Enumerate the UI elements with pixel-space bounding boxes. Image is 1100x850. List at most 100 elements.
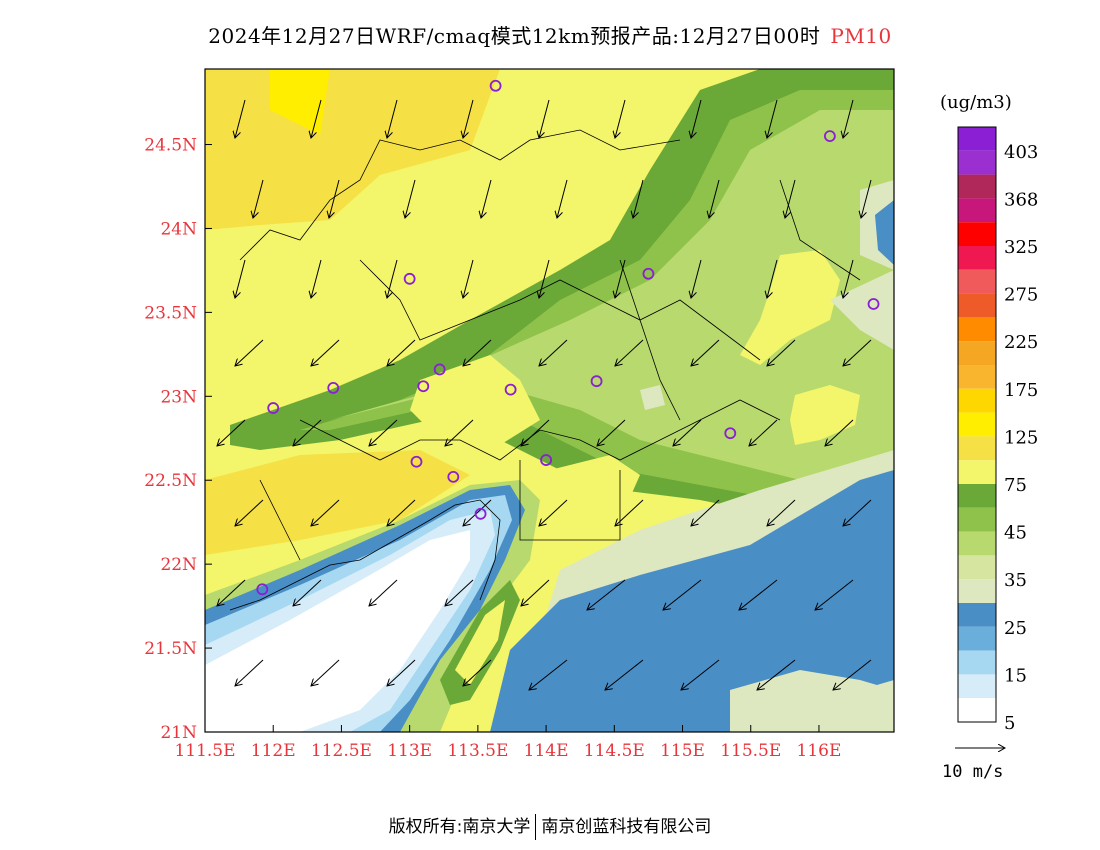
legend-label: 45 bbox=[1004, 523, 1027, 544]
station-marker bbox=[823, 130, 836, 143]
legend-swatch bbox=[958, 317, 996, 342]
footer-credit: 版权所有:南京大学 南京创蓝科技有限公司 bbox=[0, 812, 1100, 840]
y-axis: 21N 21.5N 22N 22.5N 23N 23.5N 24N 24.5N bbox=[144, 136, 212, 743]
wind-arrow bbox=[463, 659, 492, 686]
wind-arrow bbox=[387, 499, 416, 526]
legend-unit: (ug/m3) bbox=[940, 92, 1012, 113]
wind-arrow bbox=[767, 259, 778, 298]
legend-swatch bbox=[958, 150, 996, 175]
wind-arrow bbox=[235, 499, 264, 526]
station-marker bbox=[417, 380, 430, 393]
station-marker bbox=[327, 382, 340, 394]
wind-arrow bbox=[217, 579, 246, 606]
x-tick-label: 115.5E bbox=[720, 741, 781, 761]
legend-label: 225 bbox=[1004, 332, 1038, 353]
map-frame bbox=[204, 68, 895, 733]
wind-arrow bbox=[691, 259, 702, 298]
legend-label: 125 bbox=[1004, 427, 1038, 448]
station-markers bbox=[256, 79, 880, 596]
legend-swatch bbox=[958, 579, 996, 603]
wind-arrow bbox=[833, 659, 872, 690]
legend-swatch bbox=[958, 436, 996, 461]
reference-wind-label: 10 m/s bbox=[942, 762, 1004, 782]
legend-swatch bbox=[958, 674, 996, 699]
legend-swatch bbox=[958, 365, 996, 389]
station-marker bbox=[447, 470, 460, 483]
x-tick-label: 113.5E bbox=[447, 741, 508, 761]
legend-label: 275 bbox=[1004, 285, 1038, 306]
wind-arrow bbox=[293, 579, 322, 606]
wind-arrow bbox=[843, 499, 872, 526]
legend-swatch bbox=[958, 174, 996, 199]
station-marker bbox=[724, 427, 737, 440]
y-tick-label: 21.5N bbox=[144, 639, 197, 659]
wind-arrow bbox=[481, 179, 492, 218]
wind-arrow bbox=[539, 499, 568, 526]
wind-arrow bbox=[597, 419, 626, 446]
legend-label: 175 bbox=[1004, 380, 1038, 401]
wind-arrow bbox=[633, 179, 644, 218]
x-tick-label: 112.5E bbox=[311, 741, 372, 761]
wind-arrow bbox=[253, 179, 264, 218]
wind-arrow bbox=[767, 339, 796, 366]
wind-arrow bbox=[615, 99, 626, 138]
station-marker bbox=[403, 272, 416, 285]
wind-arrow bbox=[311, 99, 322, 138]
station-marker bbox=[540, 454, 552, 466]
wind-arrow bbox=[217, 419, 246, 446]
legend-swatch bbox=[958, 650, 996, 675]
wind-arrow bbox=[843, 99, 854, 138]
wind-arrow bbox=[615, 259, 626, 298]
wind-arrow bbox=[311, 259, 322, 298]
legend-label: 25 bbox=[1004, 618, 1027, 639]
legend-label: 75 bbox=[1004, 475, 1027, 496]
wind-arrow bbox=[521, 419, 550, 446]
legend-label: 325 bbox=[1004, 237, 1038, 258]
wind-arrow bbox=[463, 99, 474, 138]
wind-arrow bbox=[749, 419, 778, 446]
wind-arrow bbox=[235, 339, 264, 366]
wind-arrow bbox=[445, 419, 474, 446]
x-tick-label: 114.5E bbox=[584, 741, 645, 761]
wind-arrow bbox=[463, 499, 492, 526]
legend-swatch bbox=[958, 603, 996, 627]
legend-swatch bbox=[958, 388, 996, 413]
station-marker bbox=[489, 79, 502, 92]
wind-arrow bbox=[387, 99, 398, 138]
wind-arrow bbox=[691, 339, 720, 366]
wind-arrow bbox=[463, 339, 492, 366]
wind-arrow bbox=[615, 339, 644, 366]
concentration-field bbox=[205, 69, 894, 732]
x-tick-label: 114E bbox=[524, 741, 569, 761]
x-tick-label: 111.5E bbox=[174, 741, 235, 761]
y-tick-label: 24.5N bbox=[144, 136, 197, 156]
legend-swatch bbox=[958, 484, 996, 508]
x-tick-label: 116E bbox=[797, 741, 842, 761]
y-tick-label: 22.5N bbox=[144, 471, 197, 491]
legend-swatch bbox=[958, 698, 996, 722]
station-marker bbox=[433, 363, 446, 376]
wind-arrow bbox=[843, 259, 854, 298]
wind-arrow bbox=[387, 339, 416, 366]
legend-swatch bbox=[958, 246, 996, 270]
wind-arrow bbox=[539, 99, 550, 138]
wind-arrow bbox=[605, 659, 644, 690]
wind-arrow bbox=[445, 579, 474, 606]
legend-swatch bbox=[958, 531, 996, 556]
y-tick-label: 24N bbox=[160, 219, 197, 239]
wind-arrow bbox=[369, 419, 398, 446]
legend-swatch bbox=[958, 198, 996, 223]
color-legend: 403 368 325 275 225 175 125 75 45 35 25 15 5 bbox=[957, 126, 1038, 734]
wind-vectors bbox=[217, 99, 872, 690]
legend-label: 35 bbox=[1004, 570, 1027, 591]
wind-arrow bbox=[369, 579, 398, 606]
station-marker bbox=[267, 402, 280, 414]
boundary-lines bbox=[229, 129, 861, 611]
wind-arrow bbox=[329, 179, 340, 218]
legend-label: 403 bbox=[1004, 142, 1038, 163]
legend-label: 368 bbox=[1004, 189, 1038, 210]
wind-arrow bbox=[843, 339, 872, 366]
wind-arrow bbox=[815, 579, 854, 610]
legend-swatch bbox=[958, 222, 996, 246]
y-tick-label: 23N bbox=[160, 387, 197, 407]
